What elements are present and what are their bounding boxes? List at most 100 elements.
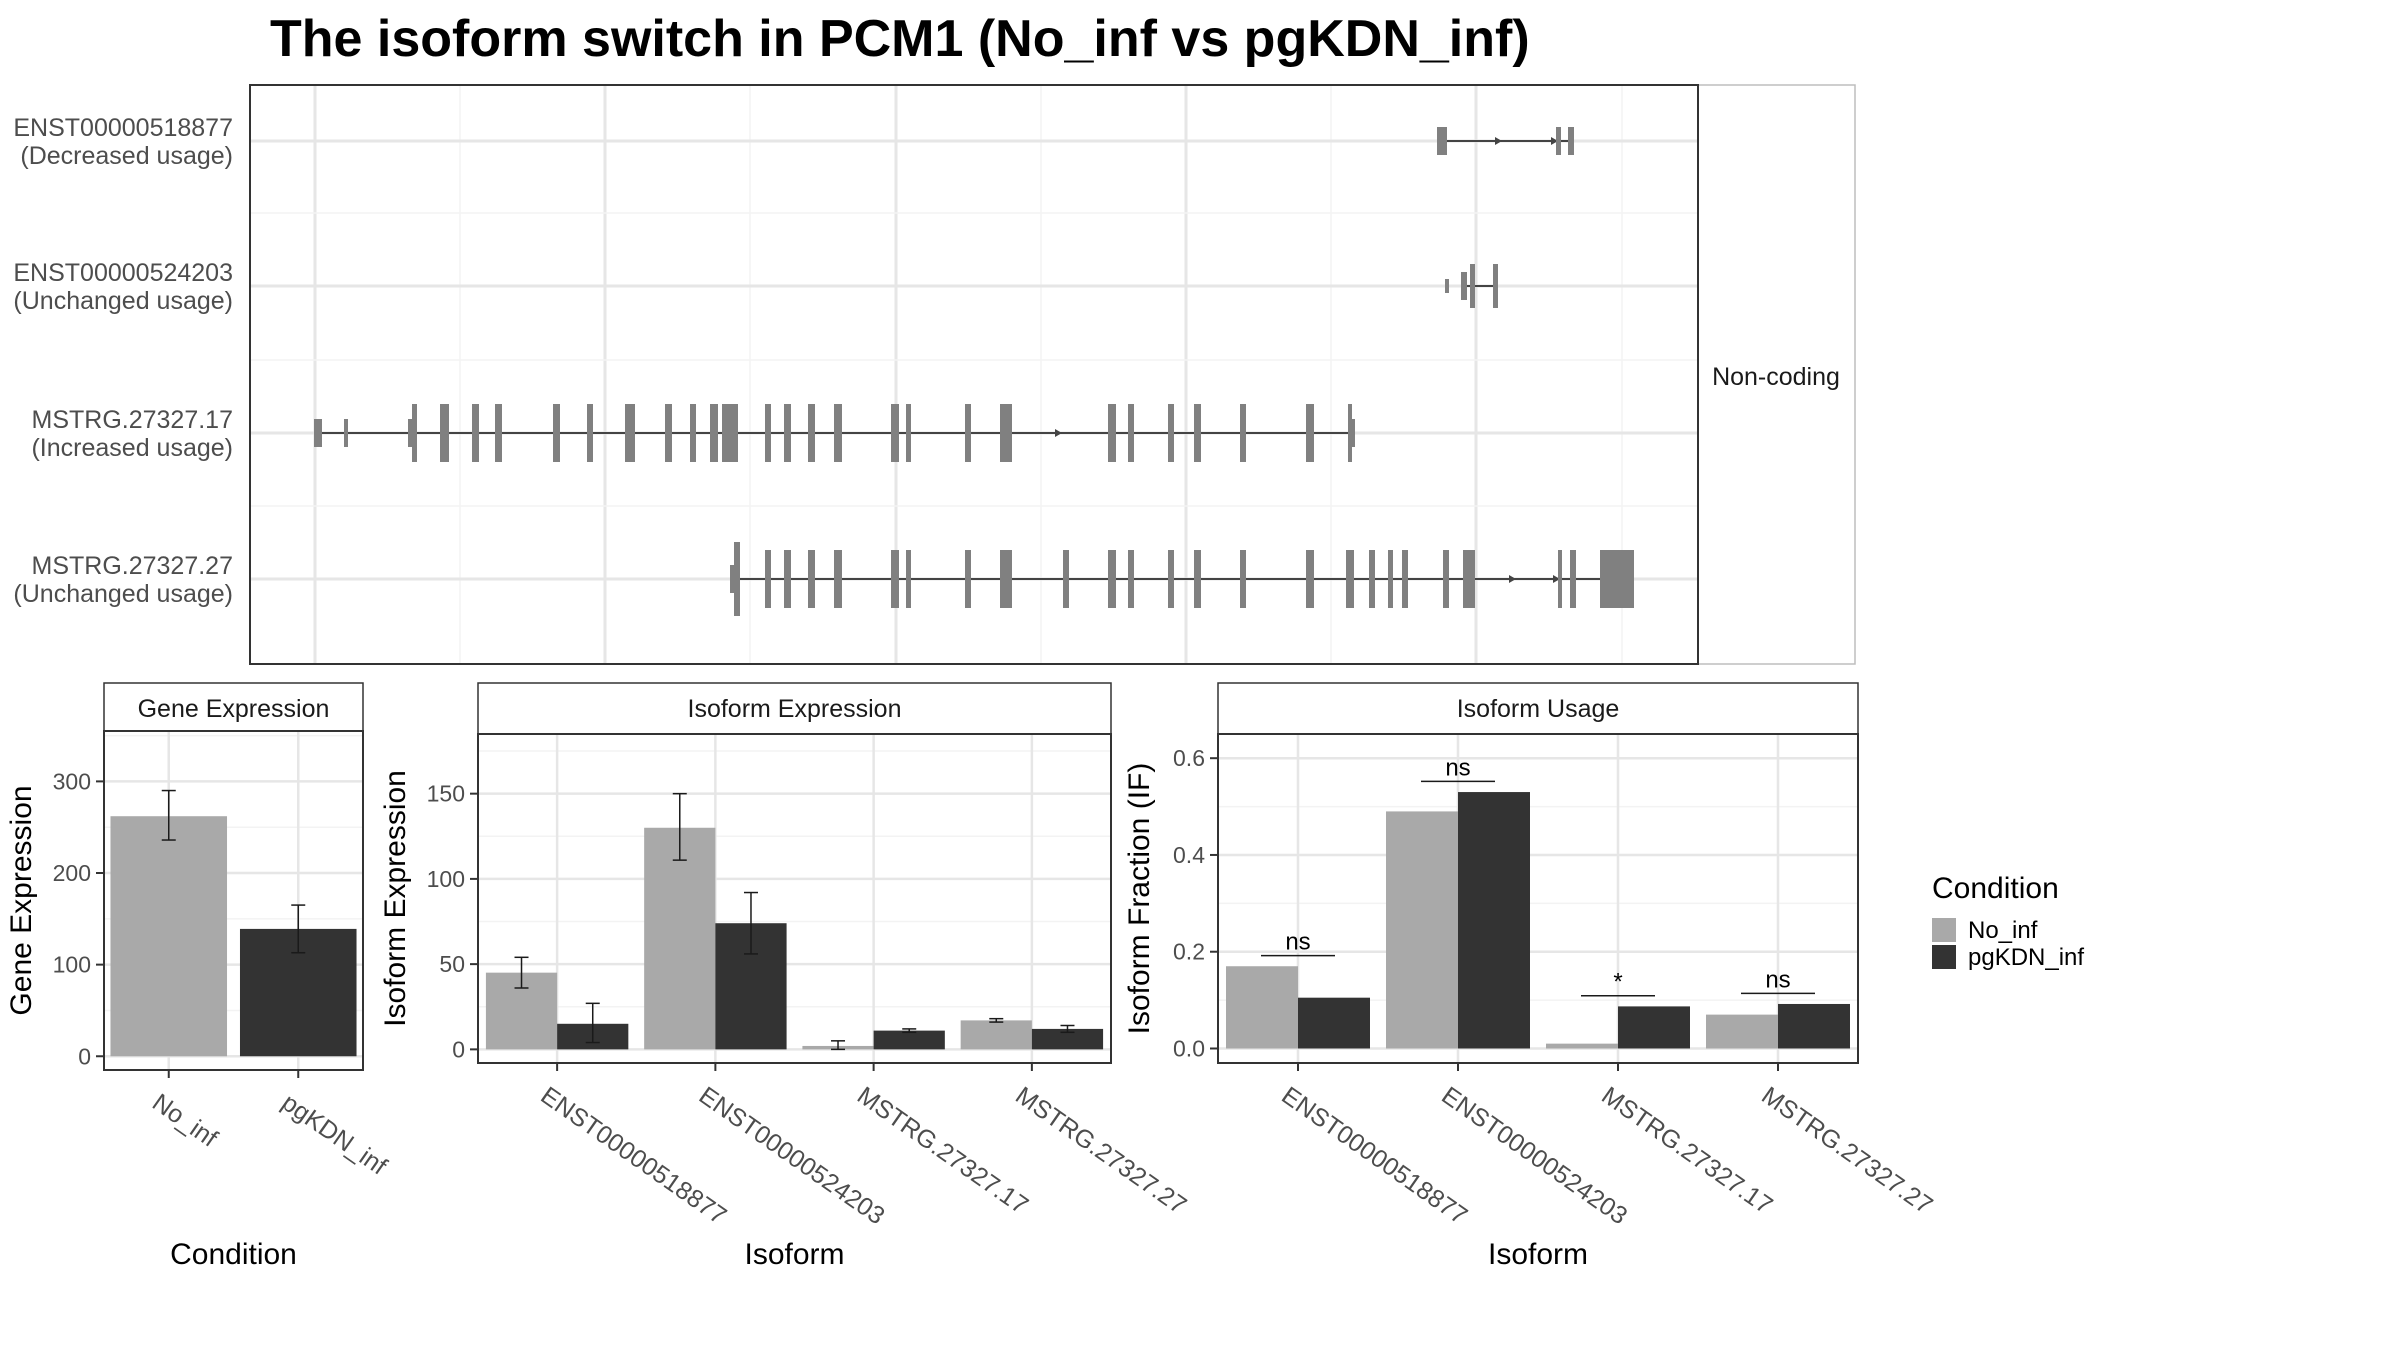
exon-block: [344, 419, 348, 447]
legend-swatch: [1932, 918, 1956, 942]
y-axis-title: Gene Expression: [5, 785, 38, 1015]
exon-block: [1570, 550, 1576, 608]
strand-arrow: [1509, 575, 1516, 583]
legend-title: Condition: [1932, 872, 2059, 905]
exon-block: [1000, 550, 1012, 608]
exon-block: [408, 419, 413, 447]
exon-block: [722, 404, 728, 462]
exon-block: [1194, 404, 1201, 462]
bar: [1706, 1014, 1778, 1049]
y-tick-label: 0.2: [1173, 939, 1205, 965]
strand-arrow: [1055, 429, 1062, 437]
y-tick-label: 150: [427, 781, 465, 807]
strip-title: Gene Expression: [138, 695, 330, 723]
strand-arrow: [1551, 137, 1558, 145]
bar: [1618, 1006, 1690, 1049]
panel-border: [249, 84, 1699, 665]
gene-structure-panel: Non-coding ENST00000518877(Decreased usag…: [13, 84, 1856, 665]
x-tick-label: No_inf: [147, 1088, 222, 1152]
figure-title: The isoform switch in PCM1 (No_inf vs pg…: [270, 10, 1530, 68]
x-axis-title: Condition: [170, 1238, 297, 1271]
exon-block: [1493, 264, 1498, 308]
exon-block: [1240, 550, 1246, 608]
y-axis-title: Isoform Fraction (IF): [1123, 763, 1156, 1035]
exon-block: [1369, 550, 1375, 608]
exon-block: [1000, 404, 1012, 462]
exon-block: [1063, 550, 1069, 608]
exon-block: [412, 404, 417, 462]
x-tick-label: pgKDN_inf: [277, 1088, 392, 1180]
exon-block: [1348, 404, 1352, 462]
x-axis-title: Isoform: [744, 1238, 844, 1271]
panel-background: [250, 85, 1698, 664]
exon-block: [1108, 550, 1116, 608]
x-tick-label: MSTRG.27327.27: [1010, 1081, 1191, 1220]
exon-block: [734, 542, 740, 616]
y-tick-label: 0.6: [1173, 745, 1205, 771]
exon-block: [1128, 404, 1134, 462]
transcript-label: ENST00000524203: [13, 259, 233, 287]
transcript-label: ENST00000518877: [13, 114, 233, 142]
legend-label: No_inf: [1968, 917, 2038, 944]
exon-block: [765, 404, 771, 462]
exon-block: [1443, 550, 1449, 608]
transcript-usage-label: (Unchanged usage): [13, 580, 233, 608]
strip-box: [477, 682, 1112, 735]
exon-block: [1168, 404, 1174, 462]
bar: [1031, 1028, 1104, 1050]
bar: [1778, 1003, 1850, 1049]
strip-title: Isoform Usage: [1457, 695, 1620, 723]
isoform-expression-panel: Isoform Expression050100150ENST000005188…: [379, 682, 1191, 1271]
exon-block: [965, 550, 971, 608]
y-tick-label: 0: [78, 1043, 91, 1069]
strip-label-non-coding: Non-coding: [1712, 363, 1840, 391]
transcript-usage-label: (Decreased usage): [20, 142, 233, 170]
panel-border: [103, 730, 364, 1071]
exon-block: [1306, 550, 1314, 608]
exon-block: [1388, 550, 1393, 608]
significance-label: *: [1613, 969, 1622, 996]
y-tick-label: 200: [53, 860, 91, 886]
legend-label: pgKDN_inf: [1968, 944, 2084, 971]
exon-block: [891, 550, 899, 608]
bar: [1226, 966, 1298, 1049]
exon-block: [784, 550, 791, 608]
exon-block: [906, 550, 911, 608]
exon-block: [665, 404, 672, 462]
exon-block: [1128, 550, 1134, 608]
exon-block: [587, 404, 593, 462]
y-tick-label: 0.4: [1173, 842, 1205, 868]
plot-background: [478, 734, 1111, 1063]
panel-border: [1217, 733, 1859, 1064]
exon-block: [1402, 550, 1408, 608]
exon-block: [553, 404, 560, 462]
exon-block: [314, 419, 322, 447]
exon-block: [1437, 127, 1447, 155]
y-tick-label: 50: [439, 951, 465, 977]
exon-block: [1240, 404, 1246, 462]
exon-block: [1568, 127, 1574, 155]
strand-arrow: [1495, 137, 1502, 145]
gene-expression-panel: Gene Expression 0 100 200 300 No_inf pgKDN_inf…: [5, 682, 392, 1271]
significance-label: ns: [1285, 929, 1310, 956]
bar: [1458, 792, 1530, 1049]
exon-block: [1168, 550, 1174, 608]
x-axis-title: Isoform: [1488, 1238, 1588, 1271]
y-tick-label: 100: [427, 866, 465, 892]
x-tick-label: MSTRG.27327.27: [1756, 1081, 1937, 1220]
exon-block: [1445, 279, 1449, 293]
bar: [110, 816, 228, 1057]
strand-arrow: [1553, 575, 1560, 583]
exon-block: [1346, 550, 1354, 608]
bar: [1386, 811, 1458, 1049]
exon-block: [1108, 404, 1116, 462]
exon-block: [1603, 550, 1634, 608]
exon-block: [784, 404, 791, 462]
exon-block: [1470, 264, 1475, 308]
legend-swatch: [1932, 945, 1956, 969]
strip-box: [103, 682, 364, 732]
